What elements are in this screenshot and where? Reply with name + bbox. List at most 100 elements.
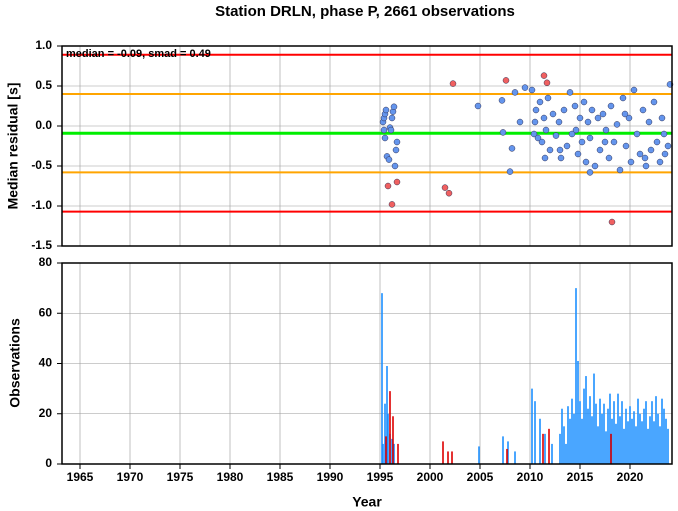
point <box>572 126 580 134</box>
bar <box>615 423 617 464</box>
point <box>660 130 668 138</box>
point <box>532 106 540 114</box>
bar <box>583 388 585 464</box>
point <box>498 97 506 104</box>
bar <box>641 421 643 464</box>
point <box>516 118 524 126</box>
point <box>633 130 641 138</box>
bar <box>637 398 639 464</box>
bar <box>565 443 567 464</box>
y-tick-label: -1.5 <box>31 238 52 252</box>
bar <box>649 416 651 464</box>
point <box>619 94 627 102</box>
point <box>506 168 514 175</box>
bar <box>573 413 575 464</box>
point <box>474 102 482 110</box>
bar <box>577 360 579 464</box>
bar <box>559 433 561 464</box>
point <box>380 126 388 134</box>
bar <box>544 433 546 464</box>
point <box>664 142 672 150</box>
bar <box>542 433 544 464</box>
point <box>521 84 529 91</box>
point <box>549 110 557 118</box>
point <box>391 162 399 170</box>
bar <box>651 401 653 464</box>
y-axis-label: Observations <box>7 318 23 408</box>
y-tick-label: 0 <box>45 456 52 470</box>
point <box>544 94 552 102</box>
bar <box>589 396 591 464</box>
point <box>511 89 519 96</box>
point <box>536 98 544 106</box>
point <box>601 138 609 146</box>
y-tick-label: 0.0 <box>35 118 52 132</box>
x-tick-label: 1975 <box>167 470 194 484</box>
x-tick-label: 1965 <box>67 470 94 484</box>
bar <box>655 396 657 464</box>
point <box>607 102 615 110</box>
point <box>508 145 516 152</box>
point <box>599 110 607 118</box>
bar <box>389 391 391 464</box>
bar <box>657 413 659 464</box>
point <box>641 154 649 162</box>
bar <box>635 426 637 464</box>
bar <box>585 376 587 464</box>
point <box>393 138 401 146</box>
bar <box>617 393 619 464</box>
x-tick-label: 2000 <box>417 470 444 484</box>
point <box>528 86 536 94</box>
point <box>650 98 658 106</box>
bar <box>611 418 613 464</box>
point <box>546 146 554 154</box>
point <box>580 98 588 106</box>
point <box>543 79 551 87</box>
point <box>582 158 590 166</box>
x-tick-label: 1980 <box>217 470 244 484</box>
bar <box>506 448 508 464</box>
bar <box>631 418 633 464</box>
point <box>534 134 542 142</box>
point <box>445 189 453 197</box>
point <box>571 102 579 110</box>
bar <box>623 428 625 464</box>
bar <box>392 416 394 464</box>
bar <box>534 401 536 464</box>
point <box>596 146 604 154</box>
x-tick-label: 2015 <box>567 470 594 484</box>
bar <box>571 398 573 464</box>
x-tick-label: 1985 <box>267 470 294 484</box>
point <box>584 118 592 126</box>
point <box>578 138 586 146</box>
annotation: median = -0.09, smad = 0.49 <box>66 48 211 60</box>
bar <box>387 413 389 464</box>
y-tick-label: 60 <box>39 305 53 319</box>
bar <box>531 388 533 464</box>
point <box>576 114 584 122</box>
point <box>560 106 568 114</box>
bar <box>593 373 595 464</box>
bar <box>633 411 635 464</box>
bar <box>391 438 393 464</box>
bar <box>451 451 453 464</box>
bar <box>665 418 667 464</box>
point <box>538 138 546 146</box>
bar <box>591 416 593 464</box>
point <box>499 129 507 136</box>
point <box>392 146 400 154</box>
point <box>594 114 602 122</box>
point <box>645 118 653 126</box>
bar <box>599 398 601 464</box>
bar <box>385 436 387 464</box>
x-tick-label: 2005 <box>467 470 494 484</box>
bar <box>653 421 655 464</box>
bar <box>502 436 504 464</box>
bar <box>442 441 444 464</box>
bar <box>384 403 386 464</box>
point <box>568 130 576 138</box>
point <box>574 150 582 158</box>
bar <box>382 443 384 464</box>
bar <box>605 431 607 464</box>
point <box>605 154 613 162</box>
